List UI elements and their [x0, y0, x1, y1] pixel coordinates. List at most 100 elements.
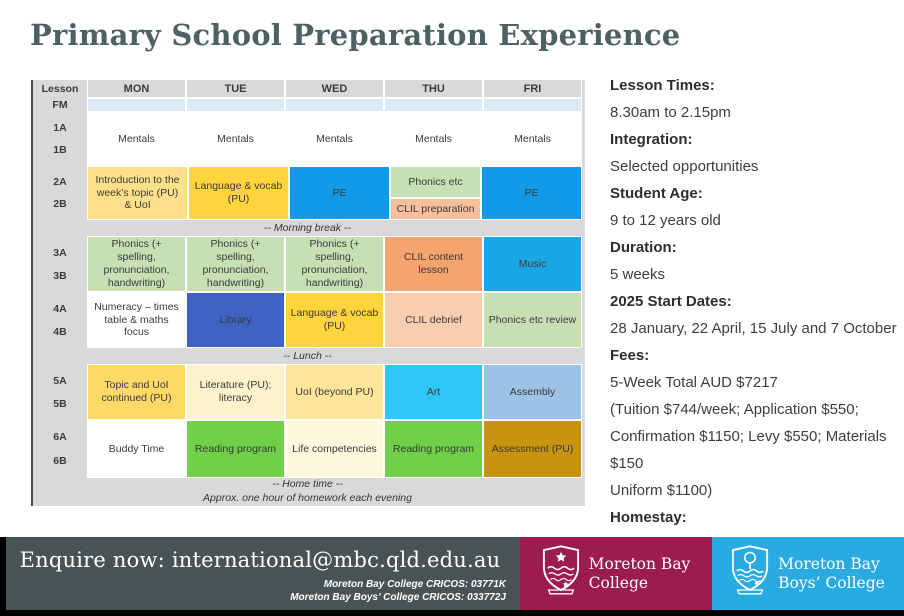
- fees-detail-1: (Tuition $744/week; Application $550;: [610, 401, 859, 418]
- row-label-4: 4A 4B: [33, 292, 87, 348]
- enquire-email-text: Enquire now: international@mbc.qld.edu.a…: [19, 548, 501, 572]
- cell-p3-fri: Music: [483, 236, 582, 292]
- fees-total: 5-Week Total AUD $7217: [610, 374, 778, 391]
- cell-p2-fri: PE: [481, 166, 582, 220]
- cell-p1-thu: Mentals: [384, 112, 483, 166]
- info-sidebar: Lesson Times: 8.30am to 2.15pm Integrati…: [610, 72, 902, 558]
- label-5a: 5A: [53, 374, 67, 387]
- cell-p3-mon: Phonics (+ spelling, pronunciation, hand…: [87, 236, 186, 292]
- integration-item: Integration: Selected opportunities: [610, 126, 902, 180]
- day-header-fri: FRI: [483, 80, 582, 98]
- row-label-1: 1A 1B: [33, 112, 87, 166]
- morning-break-text: -- Morning break --: [264, 222, 351, 234]
- lesson-times-item: Lesson Times: 8.30am to 2.15pm: [610, 72, 902, 126]
- fees-label: Fees:: [610, 347, 650, 364]
- fees-detail-2: Confirmation $1150; Levy $550; Materials…: [610, 428, 887, 472]
- integration-label: Integration:: [610, 131, 693, 148]
- cell-p5-mon: Topic and UoI continued (PU): [87, 364, 186, 420]
- cell-p2-thu-b: CLIL preparation: [390, 198, 481, 220]
- homestay-label: Homestay:: [610, 509, 687, 526]
- cell-p6-mon: Buddy Time: [87, 420, 186, 478]
- row-label-3: 3A 3B: [33, 236, 87, 292]
- cell-p1-mon: Mentals: [87, 112, 186, 166]
- mbbc-logo-block: Moreton Bay Boys’ College: [712, 537, 904, 610]
- homework-note: Approx. one hour of homework each evenin…: [203, 492, 412, 504]
- lesson-times-label: Lesson Times:: [610, 77, 715, 94]
- cell-p6-wed: Life competencies: [285, 420, 384, 478]
- label-6b: 6B: [53, 455, 67, 467]
- left-black-bar: [0, 537, 6, 616]
- cell-fm-tue: [186, 98, 285, 112]
- duration-label: Duration:: [610, 239, 677, 256]
- cell-p6-tue: Reading program: [186, 420, 285, 478]
- cell-p5-thu: Art: [384, 364, 483, 420]
- cell-p5-tue: Literature (PU); literacy: [186, 364, 285, 420]
- label-2a: 2A: [53, 176, 67, 188]
- cell-fm-mon: [87, 98, 186, 112]
- student-age-item: Student Age: 9 to 12 years old: [610, 180, 902, 234]
- cell-p4-tue: Library: [186, 292, 285, 348]
- timetable: Lesson MON TUE WED THU FRI FM 1A 1B Ment…: [31, 80, 585, 506]
- label-5b: 5B: [53, 397, 67, 410]
- start-dates-value: 28 January, 22 April, 15 July and 7 Octo…: [610, 320, 897, 337]
- row-period-1: 1A 1B Mentals Mentals Mentals Mentals Me…: [33, 112, 582, 166]
- home-time-row: -- Home time -- Approx. one hour of home…: [33, 478, 582, 506]
- cell-p2-thu-split: Phonics etc CLIL preparation: [390, 166, 481, 220]
- row-period-2: 2A 2B Introduction to the week’s topic (…: [33, 166, 582, 220]
- cell-p3-wed: Phonics (+ spelling, pronunciation, hand…: [285, 236, 384, 292]
- student-age-label: Student Age:: [610, 185, 703, 202]
- label-1a: 1A: [53, 122, 67, 134]
- cricos-mbbc: Moreton Bay Boys’ College CRICOS: 033772…: [290, 592, 506, 603]
- footer-main: Enquire now: international@mbc.qld.edu.a…: [0, 537, 904, 610]
- lunch-row: -- Lunch --: [33, 348, 582, 364]
- page-title: Primary School Preparation Experience: [30, 18, 681, 52]
- row-label-5: 5A 5B: [33, 364, 87, 420]
- integration-value: Selected opportunities: [610, 158, 759, 175]
- row-period-5: 5A 5B Topic and UoI continued (PU) Liter…: [33, 364, 582, 420]
- cell-p1-tue: Mentals: [186, 112, 285, 166]
- duration-item: Duration: 5 weeks: [610, 234, 902, 288]
- cell-p4-fri: Phonics etc review: [483, 292, 582, 348]
- label-2b: 2B: [53, 198, 67, 210]
- cell-p3-tue: Phonics (+ spelling, pronunciation, hand…: [186, 236, 285, 292]
- bottom-black-bar: [0, 610, 904, 616]
- row-fm: FM: [33, 98, 582, 112]
- day-header-thu: THU: [384, 80, 483, 98]
- row-label-6: 6A 6B: [33, 420, 87, 478]
- cell-p1-wed: Mentals: [285, 112, 384, 166]
- row-period-3: 3A 3B Phonics (+ spelling, pronunciation…: [33, 236, 582, 292]
- fees-item: Fees: 5-Week Total AUD $7217 (Tuition $7…: [610, 342, 902, 504]
- row-period-4: 4A 4B Numeracy – times table & maths foc…: [33, 292, 582, 348]
- label-3a: 3A: [53, 246, 67, 259]
- cell-fm-wed: [285, 98, 384, 112]
- timetable-header-row: Lesson MON TUE WED THU FRI: [33, 80, 582, 98]
- cell-p2-tue: Language & vocab (PU): [188, 166, 289, 220]
- cell-p6-fri: Assessment (PU): [483, 420, 582, 478]
- cell-p2-mon: Introduction to the week’s topic (PU) & …: [87, 166, 188, 220]
- label-4a: 4A: [53, 302, 67, 315]
- mbbc-crest-icon: [731, 545, 769, 602]
- footer: Enquire now: international@mbc.qld.edu.a…: [0, 537, 904, 616]
- row-label-fm: FM: [33, 98, 87, 112]
- cell-p4-thu: CLIL debrief: [384, 292, 483, 348]
- row-period-6: 6A 6B Buddy Time Reading program Life co…: [33, 420, 582, 478]
- cricos-mbc: Moreton Bay College CRICOS: 03771K: [323, 579, 506, 590]
- mbc-crest-icon: [542, 545, 580, 602]
- footer-contact-panel: Enquire now: international@mbc.qld.edu.a…: [0, 537, 520, 610]
- mbbc-logo-text: Moreton Bay Boys’ College: [778, 555, 885, 593]
- label-6a: 6A: [53, 431, 67, 443]
- cell-fm-fri: [483, 98, 582, 112]
- cell-p2-thu-a: Phonics etc: [390, 166, 481, 199]
- label-4b: 4B: [53, 325, 67, 338]
- mbbc-logo-line1: Moreton Bay: [778, 554, 880, 573]
- morning-break-row: -- Morning break --: [33, 220, 582, 236]
- cell-p5-fri: Assembly: [483, 364, 582, 420]
- start-dates-label: 2025 Start Dates:: [610, 293, 732, 310]
- mbc-logo-line2: College: [588, 573, 649, 592]
- start-dates-item: 2025 Start Dates: 28 January, 22 April, …: [610, 288, 902, 342]
- home-time-text: -- Home time --: [272, 478, 343, 491]
- lesson-times-value: 8.30am to 2.15pm: [610, 104, 731, 121]
- lunch-text: -- Lunch --: [283, 350, 332, 362]
- label-1b: 1B: [53, 144, 67, 156]
- mbc-logo-line1: Moreton Bay: [588, 554, 691, 573]
